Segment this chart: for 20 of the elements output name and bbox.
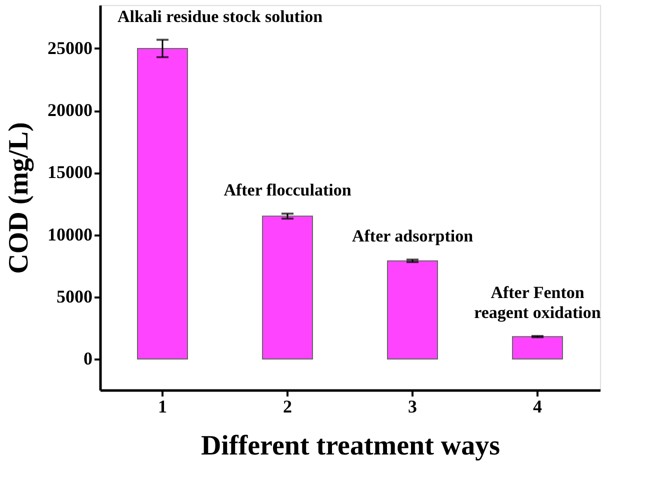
bar	[137, 48, 188, 360]
bar	[262, 216, 313, 360]
y-tick-label: 10000	[48, 224, 92, 244]
bar	[387, 260, 438, 360]
annotation: After adsorption	[352, 226, 474, 246]
y-tick-label: 25000	[48, 38, 92, 58]
annotation: After Fenton reagent oxidation	[474, 282, 602, 322]
y-tick-label: 0	[84, 348, 92, 368]
x-tick-label: 4	[533, 396, 542, 416]
y-tick-label: 20000	[48, 100, 92, 120]
y-tick-label: 5000	[56, 286, 92, 306]
x-tick-label: 1	[158, 396, 167, 416]
bar	[512, 336, 563, 360]
y-axis-title: COD (mg/L)	[4, 122, 34, 274]
x-axis-title: Different treatment ways	[200, 430, 500, 462]
x-tick-label: 2	[283, 396, 292, 416]
annotation: After flocculation	[224, 180, 352, 200]
annotation: Alkali residue stock solution	[118, 6, 324, 26]
x-tick-label: 3	[408, 396, 417, 416]
y-tick-label: 15000	[48, 162, 92, 182]
